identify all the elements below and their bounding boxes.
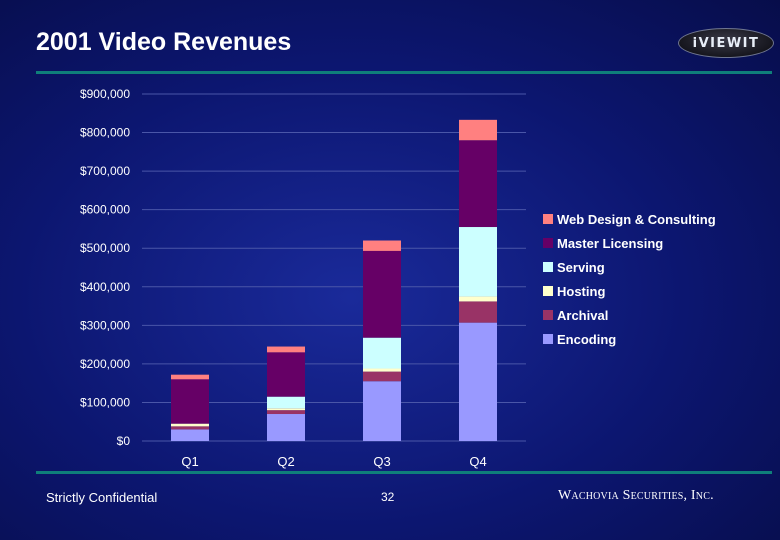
- bar-segment-serving: [267, 396, 305, 409]
- legend-swatch: [543, 238, 553, 248]
- bar-stack-q1: [171, 374, 209, 441]
- bar-segment-archival: [459, 301, 497, 323]
- page-number: 32: [381, 490, 395, 504]
- chart-legend: Web Design & Consulting Master Licensing S…: [543, 212, 716, 347]
- bar-segment-web-design-consulting: [171, 374, 209, 380]
- bar-segment-hosting: [459, 296, 497, 302]
- confidential-note: Strictly Confidential: [46, 490, 158, 505]
- bar-stacks: [171, 119, 497, 441]
- y-tick-label: $200,000: [80, 357, 130, 371]
- bar-segment-encoding: [267, 414, 305, 441]
- bar-segment-master-licensing: [267, 352, 305, 397]
- bar-segment-archival: [363, 371, 401, 382]
- bar-segment-serving: [459, 227, 497, 297]
- y-tick-label: $800,000: [80, 126, 130, 140]
- y-tick-label: $100,000: [80, 395, 130, 409]
- bar-segment-hosting: [267, 408, 305, 411]
- y-tick-label: $700,000: [80, 164, 130, 178]
- iviewit-logo: iVIEWIT: [678, 28, 774, 58]
- bar-stack-q2: [267, 346, 305, 441]
- x-tick-label: Q2: [277, 454, 294, 469]
- legend-label: Master Licensing: [557, 236, 663, 251]
- legend-item: Master Licensing: [543, 236, 663, 251]
- y-tick-label: $500,000: [80, 241, 130, 255]
- bar-segment-encoding: [171, 429, 209, 441]
- legend-label: Web Design & Consulting: [557, 212, 716, 227]
- legend-swatch: [543, 262, 553, 272]
- legend-label: Encoding: [557, 332, 616, 347]
- stacked-bar-chart: $0 $100,000 $200,000 $300,000 $400,000 $500,0…: [80, 87, 716, 469]
- legend-item: Hosting: [543, 284, 605, 299]
- x-tick-label: Q4: [469, 454, 486, 469]
- legend-label: Serving: [557, 260, 605, 275]
- legend-item: Encoding: [543, 332, 616, 347]
- x-tick-label: Q1: [181, 454, 198, 469]
- y-tick-label: $0: [117, 434, 131, 448]
- slide-title: 2001 Video Revenues: [36, 28, 292, 56]
- bar-segment-archival: [267, 410, 305, 415]
- x-axis-tick-labels: Q1 Q2 Q3 Q4: [181, 454, 486, 469]
- bar-segment-hosting: [363, 368, 401, 372]
- bar-segment-hosting: [171, 423, 209, 427]
- bar-segment-master-licensing: [459, 140, 497, 228]
- y-tick-label: $600,000: [80, 203, 130, 217]
- bar-segment-web-design-consulting: [459, 119, 497, 141]
- bar-segment-encoding: [459, 322, 497, 441]
- legend-swatch: [543, 214, 553, 224]
- footer-divider: [36, 471, 772, 474]
- y-tick-label: $400,000: [80, 280, 130, 294]
- company-name: Wachovia Securities, Inc.: [558, 488, 714, 503]
- legend-item: Web Design & Consulting: [543, 212, 716, 227]
- legend-label: Archival: [557, 308, 608, 323]
- legend-swatch: [543, 334, 553, 344]
- bar-segment-master-licensing: [171, 379, 209, 424]
- legend-swatch: [543, 286, 553, 296]
- legend-item: Serving: [543, 260, 605, 275]
- title-divider: [36, 71, 772, 74]
- x-tick-label: Q3: [373, 454, 390, 469]
- bar-segment-serving: [363, 337, 401, 369]
- legend-item: Archival: [543, 308, 608, 323]
- y-tick-label: $900,000: [80, 87, 130, 101]
- bar-stack-q3: [363, 240, 401, 441]
- bar-segment-archival: [171, 426, 209, 430]
- y-axis-tick-labels: $0 $100,000 $200,000 $300,000 $400,000 $500,0…: [80, 87, 130, 448]
- bar-stack-q4: [459, 119, 497, 441]
- bar-segment-encoding: [363, 381, 401, 441]
- bar-segment-web-design-consulting: [363, 240, 401, 251]
- bar-segment-master-licensing: [363, 250, 401, 338]
- y-tick-label: $300,000: [80, 318, 130, 332]
- bar-segment-web-design-consulting: [267, 346, 305, 353]
- legend-swatch: [543, 310, 553, 320]
- legend-label: Hosting: [557, 284, 605, 299]
